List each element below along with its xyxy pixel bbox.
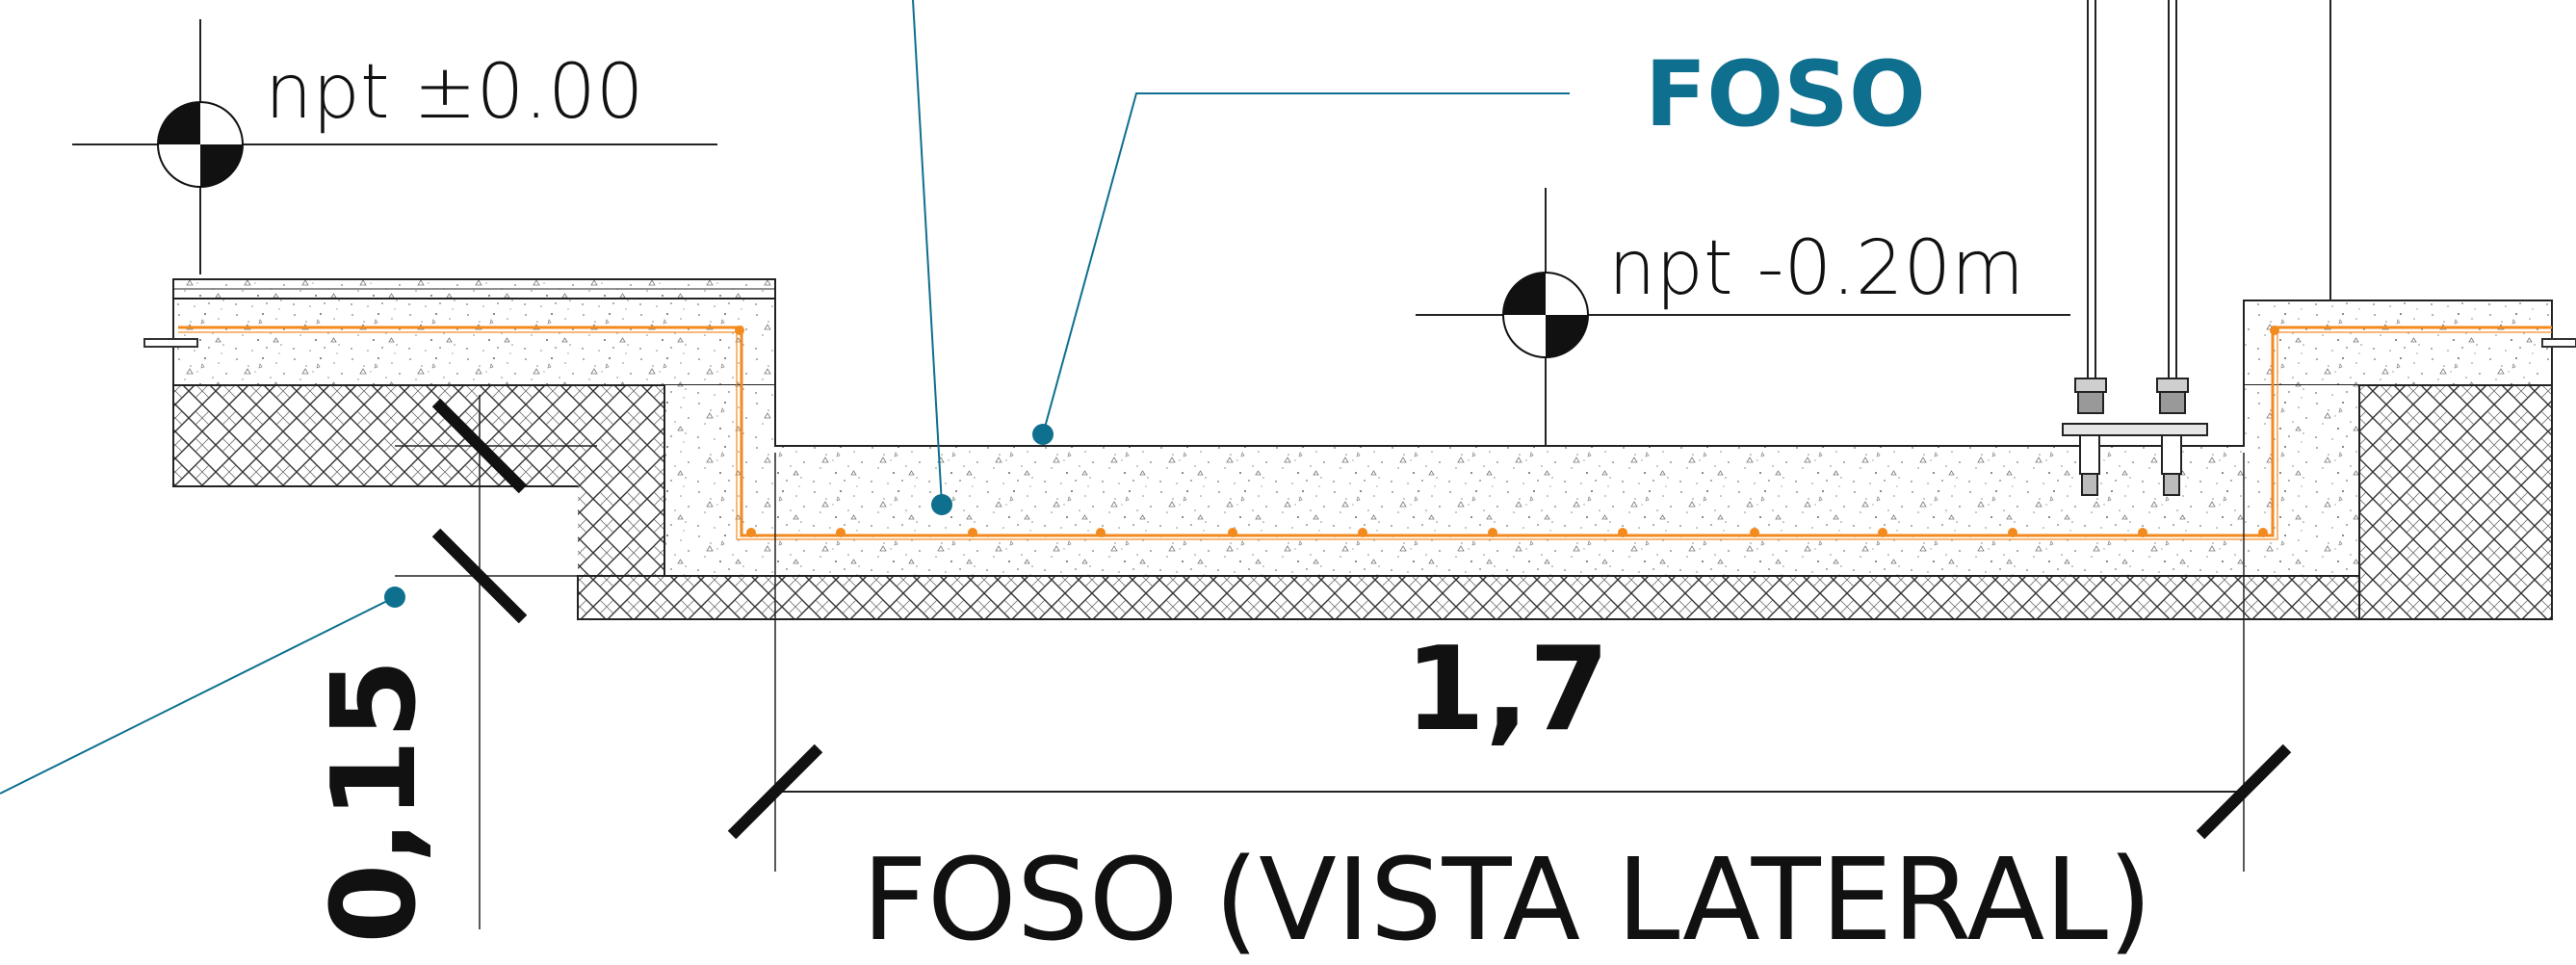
level-marker-top: [72, 19, 717, 274]
dimension-horizontal: [727, 453, 2292, 872]
dimension-horizontal-label: 1,7: [1405, 623, 1610, 757]
level-top-label: npt ±0.00: [265, 49, 643, 136]
dimension-vertical-label: 0,15: [308, 659, 442, 944]
anchor-bolts: [2062, 0, 2331, 496]
rebar-dots: [735, 326, 2279, 537]
level-marker-bottom: [1416, 188, 2070, 446]
edge-pins: [143, 338, 2576, 348]
level-bottom-label: npt -0.20m: [1608, 225, 2024, 312]
callout-foso: FOSO: [1645, 42, 1926, 147]
callout-dots: [384, 424, 1054, 608]
rebar: [178, 326, 2552, 540]
callout-leaders: [0, 0, 1570, 795]
drawing-title: FOSO (VISTA LATERAL): [862, 833, 2152, 965]
dimension-vertical: [395, 395, 597, 929]
